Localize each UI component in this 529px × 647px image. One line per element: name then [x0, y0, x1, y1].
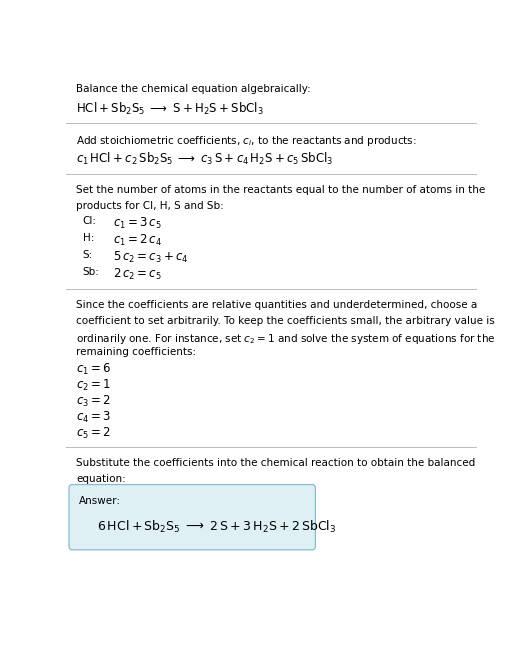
- Text: Set the number of atoms in the reactants equal to the number of atoms in the: Set the number of atoms in the reactants…: [76, 186, 486, 195]
- Text: coefficient to set arbitrarily. To keep the coefficients small, the arbitrary va: coefficient to set arbitrarily. To keep …: [76, 316, 495, 325]
- Text: $c_5 = 2$: $c_5 = 2$: [76, 426, 111, 441]
- Text: Substitute the coefficients into the chemical reaction to obtain the balanced: Substitute the coefficients into the che…: [76, 458, 476, 468]
- Text: $c_1 = 2\,c_4$: $c_1 = 2\,c_4$: [113, 233, 162, 248]
- Text: Answer:: Answer:: [78, 496, 121, 505]
- Text: Cl:: Cl:: [83, 215, 96, 226]
- FancyBboxPatch shape: [69, 485, 315, 550]
- Text: $c_1 = 6$: $c_1 = 6$: [76, 362, 112, 377]
- Text: Add stoichiometric coefficients, $c_i$, to the reactants and products:: Add stoichiometric coefficients, $c_i$, …: [76, 134, 417, 148]
- Text: $2\,c_2 = c_5$: $2\,c_2 = c_5$: [113, 267, 162, 282]
- Text: $6\,\mathrm{HCl} + \mathrm{Sb_2S_5}\;\longrightarrow\;2\,\mathrm{S} + 3\,\mathrm: $6\,\mathrm{HCl} + \mathrm{Sb_2S_5}\;\lo…: [97, 518, 336, 534]
- Text: Balance the chemical equation algebraically:: Balance the chemical equation algebraica…: [76, 83, 311, 94]
- Text: equation:: equation:: [76, 474, 126, 484]
- Text: S:: S:: [83, 250, 93, 260]
- Text: H:: H:: [83, 233, 94, 243]
- Text: Since the coefficients are relative quantities and underdetermined, choose a: Since the coefficients are relative quan…: [76, 300, 478, 310]
- Text: $c_4 = 3$: $c_4 = 3$: [76, 410, 111, 425]
- Text: $\mathrm{HCl} + \mathrm{Sb_2S_5}\;\longrightarrow\;\mathrm{S} + \mathrm{H_2S} + : $\mathrm{HCl} + \mathrm{Sb_2S_5}\;\longr…: [76, 101, 264, 117]
- Text: $c_2 = 1$: $c_2 = 1$: [76, 378, 111, 393]
- Text: ordinarily one. For instance, set $c_2 = 1$ and solve the system of equations fo: ordinarily one. For instance, set $c_2 =…: [76, 331, 496, 345]
- Text: $c_1\,\mathrm{HCl} + c_2\,\mathrm{Sb_2S_5}\;\longrightarrow\;c_3\,\mathrm{S} + c: $c_1\,\mathrm{HCl} + c_2\,\mathrm{Sb_2S_…: [76, 151, 334, 168]
- Text: $c_3 = 2$: $c_3 = 2$: [76, 394, 111, 409]
- Text: $5\,c_2 = c_3 + c_4$: $5\,c_2 = c_3 + c_4$: [113, 250, 189, 265]
- Text: remaining coefficients:: remaining coefficients:: [76, 347, 196, 357]
- Text: $c_1 = 3\,c_5$: $c_1 = 3\,c_5$: [113, 215, 162, 231]
- Text: products for Cl, H, S and Sb:: products for Cl, H, S and Sb:: [76, 201, 224, 212]
- Text: Sb:: Sb:: [83, 267, 99, 277]
